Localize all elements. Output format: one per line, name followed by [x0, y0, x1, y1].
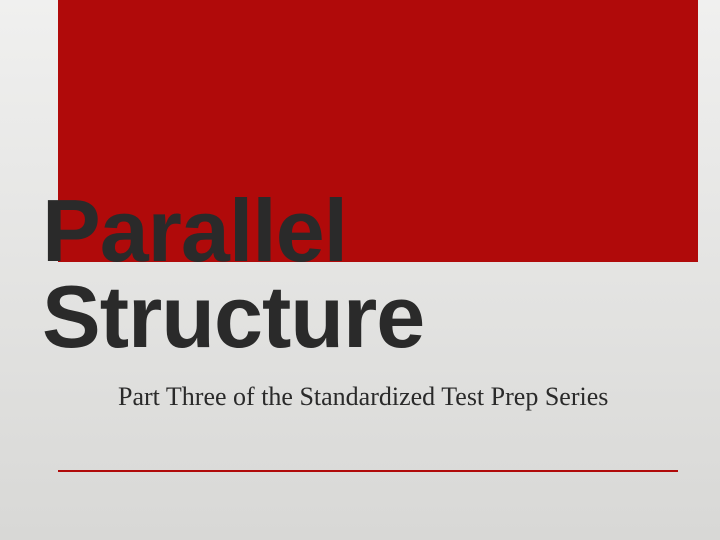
slide-subtitle: Part Three of the Standardized Test Prep… [118, 382, 608, 412]
horizontal-divider [58, 470, 678, 472]
title-line-1: Parallel [42, 188, 424, 274]
slide-title: Parallel Structure [42, 188, 424, 360]
title-line-2: Structure [42, 274, 424, 360]
